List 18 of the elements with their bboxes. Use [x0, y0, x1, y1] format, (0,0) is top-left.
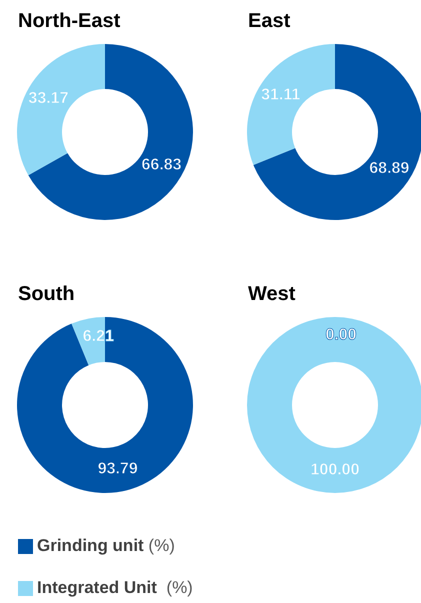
data-label: 68.89: [369, 160, 410, 177]
text: 0.00: [325, 326, 357, 344]
data-label: 33.17: [28, 90, 69, 108]
chart-title: East: [248, 10, 291, 32]
donut-slice: [247, 44, 335, 165]
data-label: 66.83: [142, 156, 182, 174]
data-label: 100.00: [310, 462, 360, 479]
donut-slice: [28, 44, 193, 220]
legend-label: Integrated Unit (%): [37, 578, 193, 598]
data-label: 31.11: [261, 86, 300, 104]
donut-slice: [253, 44, 421, 220]
chart-title: North-East: [18, 10, 121, 32]
donut-slice: [17, 44, 105, 176]
data-label: 93.79: [98, 460, 138, 478]
chart-title: West: [248, 283, 296, 305]
donut-slice: [17, 317, 193, 493]
legend-label: Grinding unit (%): [37, 536, 175, 556]
chart-title: South: [18, 283, 75, 305]
